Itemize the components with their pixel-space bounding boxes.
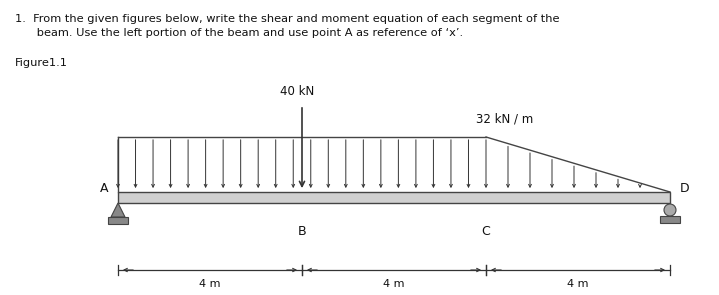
Bar xyxy=(660,216,680,223)
Text: C: C xyxy=(482,225,490,238)
Text: 1.  From the given figures below, write the shear and moment equation of each se: 1. From the given figures below, write t… xyxy=(15,14,559,24)
Text: A: A xyxy=(99,181,108,194)
Text: 4 m: 4 m xyxy=(567,279,589,289)
Text: 32 kN / m: 32 kN / m xyxy=(476,112,533,125)
Text: 4 m: 4 m xyxy=(383,279,405,289)
Text: B: B xyxy=(298,225,306,238)
Text: beam. Use the left portion of the beam and use point A as reference of ‘x’.: beam. Use the left portion of the beam a… xyxy=(15,28,463,38)
Polygon shape xyxy=(111,203,125,217)
Bar xyxy=(108,217,128,224)
Circle shape xyxy=(664,204,676,216)
Text: D: D xyxy=(680,181,690,194)
FancyBboxPatch shape xyxy=(118,192,670,203)
Text: Figure1.1: Figure1.1 xyxy=(15,58,68,68)
Text: 4 m: 4 m xyxy=(199,279,221,289)
Text: 40 kN: 40 kN xyxy=(280,85,314,98)
